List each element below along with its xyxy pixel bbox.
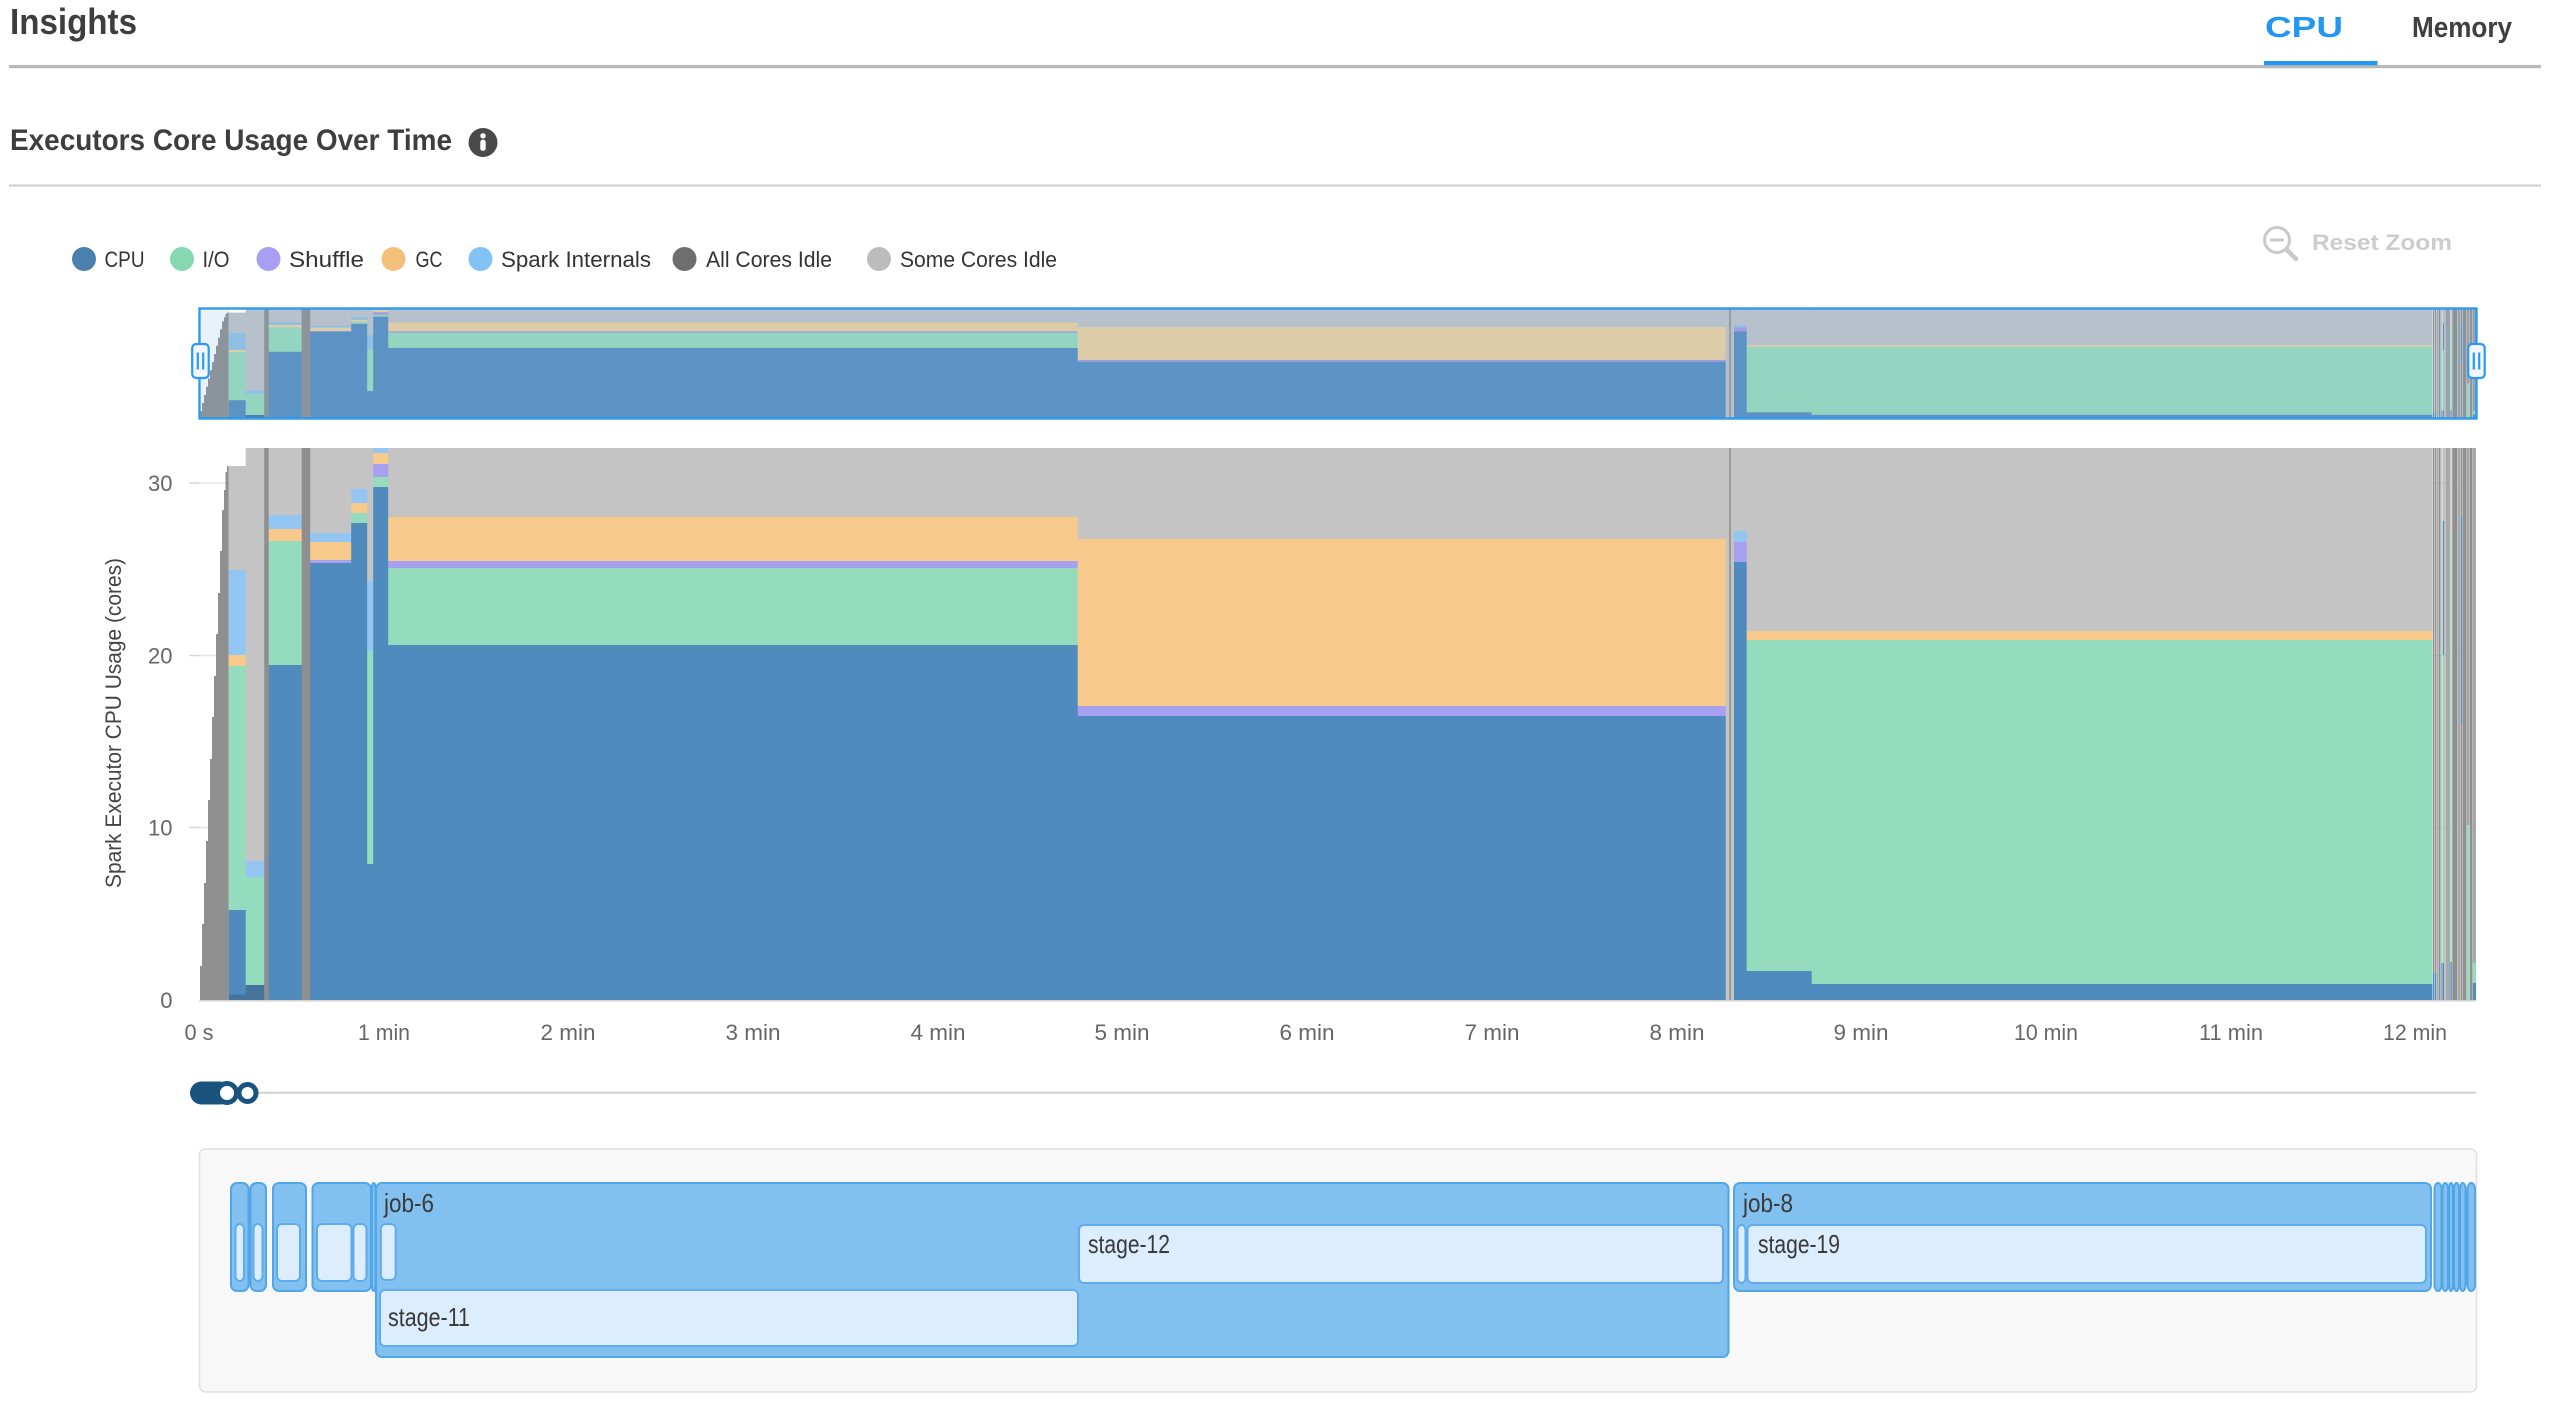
svg-text:20: 20 — [148, 644, 172, 669]
svg-text:8 min: 8 min — [1650, 1020, 1705, 1045]
svg-text:Reset Zoom: Reset Zoom — [2312, 230, 2452, 255]
svg-text:Executors Core Usage Over Time: Executors Core Usage Over Time — [10, 124, 452, 157]
svg-text:CPU: CPU — [2265, 12, 2343, 44]
svg-text:I/O: I/O — [203, 247, 230, 272]
svg-text:7 min: 7 min — [1465, 1020, 1520, 1045]
svg-text:2 min: 2 min — [541, 1020, 596, 1045]
svg-text:stage-19: stage-19 — [1758, 1229, 1840, 1259]
svg-text:0 s: 0 s — [185, 1020, 214, 1045]
svg-text:3 min: 3 min — [726, 1020, 781, 1045]
svg-text:Some Cores Idle: Some Cores Idle — [900, 247, 1057, 272]
svg-text:stage-11: stage-11 — [388, 1302, 470, 1332]
svg-text:job-8: job-8 — [1742, 1188, 1793, 1218]
svg-text:All Cores Idle: All Cores Idle — [706, 247, 832, 272]
svg-text:11 min: 11 min — [2199, 1020, 2263, 1045]
svg-text:1 min: 1 min — [358, 1020, 410, 1045]
svg-text:30: 30 — [148, 471, 172, 496]
svg-text:0: 0 — [160, 988, 172, 1013]
svg-text:Spark Executor CPU Usage (core: Spark Executor CPU Usage (cores) — [101, 558, 126, 888]
svg-text:12 min: 12 min — [2383, 1020, 2447, 1045]
svg-text:CPU: CPU — [105, 247, 145, 272]
svg-text:Insights: Insights — [10, 1, 137, 42]
svg-text:stage-12: stage-12 — [1088, 1229, 1170, 1259]
svg-text:4 min: 4 min — [911, 1020, 966, 1045]
svg-text:6 min: 6 min — [1280, 1020, 1335, 1045]
svg-text:Spark Internals: Spark Internals — [501, 247, 651, 272]
svg-text:job-6: job-6 — [383, 1188, 434, 1218]
svg-text:GC: GC — [416, 247, 443, 272]
svg-text:5 min: 5 min — [1095, 1020, 1150, 1045]
svg-text:10: 10 — [148, 816, 172, 841]
svg-text:Memory: Memory — [2412, 12, 2512, 44]
svg-text:Shuffle: Shuffle — [289, 247, 364, 272]
svg-text:9 min: 9 min — [1834, 1020, 1889, 1045]
svg-text:10 min: 10 min — [2014, 1020, 2078, 1045]
